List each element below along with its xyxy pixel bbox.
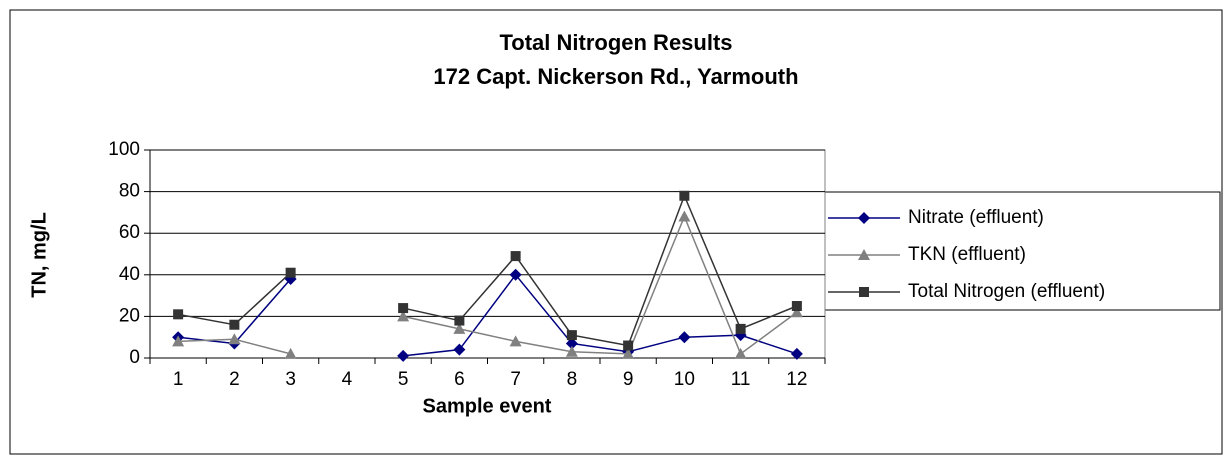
x-tick-label: 4 xyxy=(342,369,353,390)
x-axis-title: Sample event xyxy=(423,395,552,417)
marker xyxy=(791,301,802,311)
marker xyxy=(679,190,690,201)
plot-area xyxy=(149,149,826,359)
marker xyxy=(229,319,240,330)
marker xyxy=(228,333,241,345)
chart-subtitle: 172 Capt. Nickerson Rd., Yarmouth xyxy=(433,64,798,89)
marker xyxy=(453,343,466,356)
marker xyxy=(565,345,578,357)
x-tick-label: 12 xyxy=(786,369,807,390)
marker xyxy=(453,322,466,334)
x-tick-label: 6 xyxy=(454,369,465,390)
legend-marker xyxy=(859,287,869,297)
legend-label: TKN (effluent) xyxy=(908,244,1026,265)
marker xyxy=(398,303,409,314)
x-tick-label: 3 xyxy=(285,369,296,390)
marker xyxy=(678,331,691,344)
marker xyxy=(565,337,578,350)
x-tick-label: 8 xyxy=(567,369,578,390)
marker xyxy=(623,340,634,351)
y-axis-title: TN, mg/L xyxy=(28,212,50,298)
marker xyxy=(509,268,522,281)
marker xyxy=(285,267,296,278)
y-tick-label: 0 xyxy=(129,347,140,368)
marker xyxy=(397,349,410,362)
y-tick-label: 80 xyxy=(119,181,140,202)
legend-label: Nitrate (effluent) xyxy=(908,207,1044,228)
x-tick-label: 9 xyxy=(623,369,634,390)
x-tick-label: 11 xyxy=(731,369,751,390)
x-tick-label: 7 xyxy=(510,369,521,390)
marker xyxy=(566,330,577,341)
marker xyxy=(284,347,297,359)
legend-marker xyxy=(858,212,870,224)
x-tick-label: 1 xyxy=(173,369,184,390)
chart-title: Total Nitrogen Results xyxy=(499,30,732,55)
marker xyxy=(734,347,747,359)
legend-label: Total Nitrogen (effluent) xyxy=(908,281,1105,302)
marker xyxy=(622,347,635,359)
x-tick-label: 10 xyxy=(674,369,695,390)
marker xyxy=(510,251,521,262)
marker xyxy=(454,315,465,326)
marker xyxy=(397,310,410,322)
x-tick-label: 2 xyxy=(229,369,240,390)
marker xyxy=(790,306,803,318)
x-tick-label: 5 xyxy=(398,369,409,390)
marker xyxy=(172,335,185,347)
marker xyxy=(790,347,803,360)
y-tick-label: 40 xyxy=(119,264,140,285)
marker xyxy=(678,210,691,222)
marker xyxy=(735,323,746,334)
y-tick-label: 100 xyxy=(108,139,140,160)
marker xyxy=(173,309,184,320)
legend-marker xyxy=(858,249,870,260)
marker xyxy=(509,335,522,347)
y-tick-label: 60 xyxy=(119,222,140,243)
legend xyxy=(817,191,1221,311)
y-tick-label: 20 xyxy=(119,305,140,326)
